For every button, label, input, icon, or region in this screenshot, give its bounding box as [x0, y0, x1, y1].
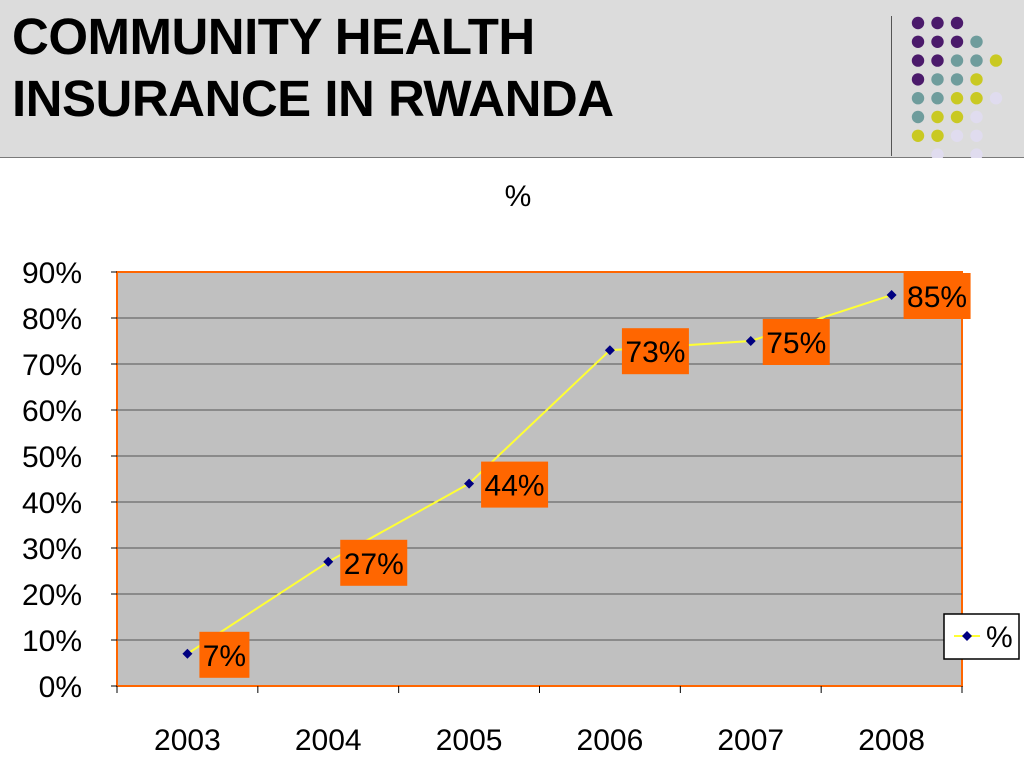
- data-label: 73%: [621, 328, 689, 375]
- decor-dot: [970, 110, 983, 124]
- y-tick-label: 0%: [39, 671, 82, 704]
- decor-dot: [911, 110, 925, 124]
- data-label-text: 7%: [203, 640, 246, 673]
- data-label-text: 27%: [344, 548, 404, 581]
- x-tick-label: 2008: [858, 724, 925, 757]
- legend-entry-label: %: [986, 621, 1013, 654]
- data-labels-layer: 7% 27% 44% 73% 75% 85%: [199, 273, 971, 678]
- slide-title-line-2: INSURANCE IN RWANDA: [12, 70, 614, 127]
- decor-dot: [931, 35, 944, 48]
- decor-dot: [911, 92, 925, 105]
- x-tick-label: 2004: [295, 724, 362, 757]
- data-label-box: [481, 461, 549, 508]
- decor-dot: [970, 54, 983, 67]
- y-tick-label: 30%: [22, 533, 82, 566]
- data-point-marker: [604, 345, 615, 356]
- decor-dot: [911, 16, 925, 30]
- decor-dot: [931, 54, 944, 67]
- y-tick-label: 40%: [22, 487, 82, 520]
- decor-dot: [970, 129, 983, 142]
- slide-title: COMMUNITY HEALTH INSURANCE IN RWANDA: [12, 6, 614, 130]
- gridlines: [111, 271, 963, 693]
- x-tick-label: 2003: [154, 724, 221, 757]
- data-label-box: [762, 319, 830, 365]
- data-point-marker: [323, 556, 334, 567]
- data-label: 44%: [481, 461, 549, 508]
- y-tick-label: 60%: [22, 395, 82, 428]
- decor-dot: [931, 16, 944, 30]
- decor-dot: [970, 35, 983, 48]
- y-tick-label: 10%: [22, 625, 82, 658]
- data-point-marker: [182, 648, 193, 659]
- decor-dot: [950, 92, 964, 105]
- data-label: 27%: [340, 539, 408, 586]
- decor-dot: [931, 129, 944, 142]
- decor-dot: [911, 54, 925, 67]
- x-tick-label: 2005: [436, 724, 503, 757]
- line-chart: % 0% 10% 20% 30% 40% 50% 60% 70% 80% 90% 2003 2004…: [22, 180, 1020, 757]
- decor-dot: [970, 92, 983, 105]
- decor-dot: [950, 73, 964, 86]
- decor-dot: [931, 148, 944, 158]
- decor-dot: [911, 35, 925, 48]
- data-label-box: [199, 631, 250, 678]
- decor-dot: [950, 129, 964, 142]
- decor-dot: [931, 92, 944, 105]
- decor-dot: [970, 148, 983, 158]
- decor-dot: [950, 35, 964, 48]
- decor-dot: [950, 110, 964, 124]
- y-axis-tick-labels: 0% 10% 20% 30% 40% 50% 60% 70% 80% 90%: [22, 257, 82, 704]
- y-tick-label: 20%: [22, 579, 82, 612]
- data-label-box: [903, 273, 971, 319]
- y-tick-label: 90%: [22, 257, 82, 290]
- data-label: 85%: [903, 273, 971, 319]
- data-label-box: [340, 539, 408, 586]
- x-tick-label: 2006: [577, 724, 644, 757]
- data-label: 75%: [762, 319, 830, 365]
- decor-dot: [911, 129, 925, 142]
- data-point-marker: [886, 290, 897, 300]
- decor-dot: [989, 92, 1003, 105]
- x-axis-tick-labels: 2003 2004 2005 2006 2007 2008: [154, 724, 925, 757]
- y-tick-label: 70%: [22, 349, 82, 382]
- data-point-marker: [745, 336, 756, 346]
- decor-dot: [931, 110, 944, 124]
- y-tick-label: 80%: [22, 303, 82, 336]
- data-label-text: 75%: [766, 327, 826, 360]
- data-point-marker: [464, 478, 475, 489]
- decor-dot: [950, 16, 964, 30]
- decor-dot: [950, 54, 964, 67]
- x-tick-label: 2007: [717, 724, 784, 757]
- y-tick-label: 50%: [22, 441, 82, 474]
- slide-header: COMMUNITY HEALTH INSURANCE IN RWANDA: [0, 0, 1024, 158]
- chart-title: %: [505, 180, 532, 213]
- decor-dot: [911, 73, 925, 86]
- decor-dot: [989, 54, 1003, 67]
- decor-dot: [931, 73, 944, 86]
- data-label-text: 44%: [485, 470, 545, 503]
- data-label-box: [621, 328, 689, 375]
- data-label: 7%: [199, 631, 250, 678]
- header-divider: [891, 16, 892, 156]
- decor-dot: [970, 73, 983, 86]
- legend: %: [943, 613, 1020, 660]
- slide-title-line-1: COMMUNITY HEALTH: [12, 8, 535, 65]
- data-label-text: 73%: [625, 336, 685, 369]
- legend-marker-diamond: [962, 631, 972, 641]
- data-label-text: 85%: [907, 281, 967, 314]
